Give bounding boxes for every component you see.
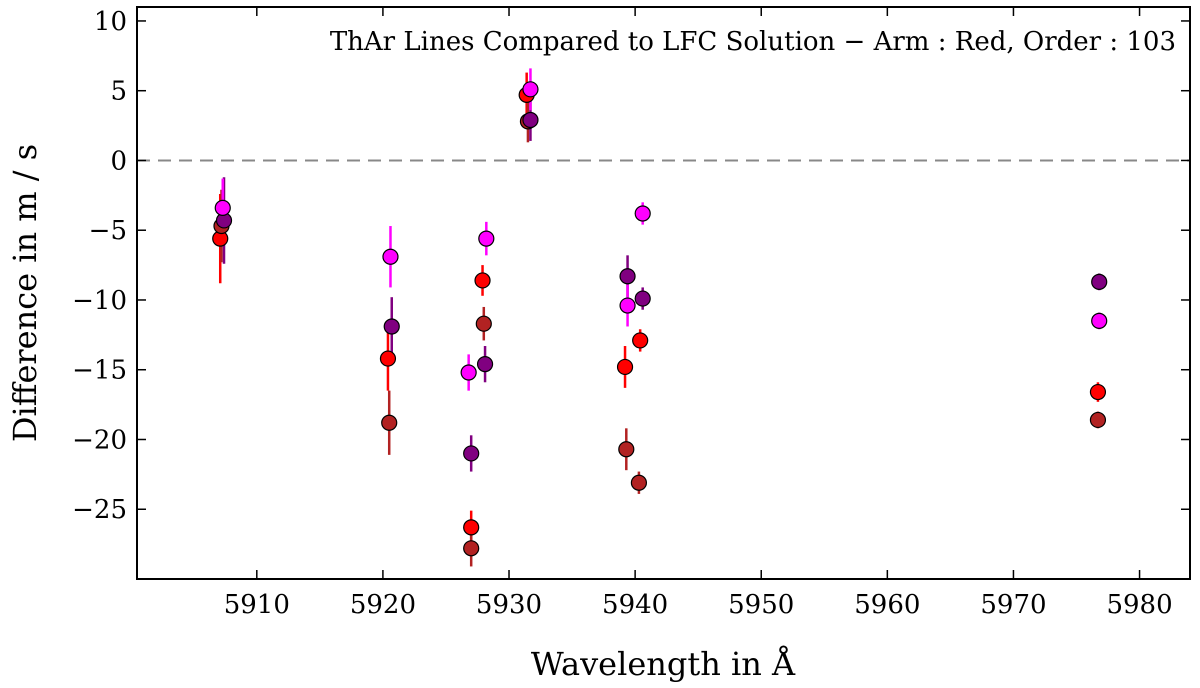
plot-background <box>137 7 1190 579</box>
data-point-brown <box>475 315 492 332</box>
data-point-magenta <box>619 297 636 314</box>
data-point-purple <box>619 268 636 285</box>
data-point-magenta <box>1091 312 1108 330</box>
data-point-purple <box>1091 273 1108 290</box>
data-point-magenta <box>634 205 651 222</box>
x-tick-label: 5950 <box>728 590 794 620</box>
data-point-red <box>474 272 491 289</box>
y-axis-title: Difference in m / s <box>6 144 44 442</box>
data-point-brown <box>463 540 480 557</box>
x-axis-title: Wavelength in Å <box>531 645 796 683</box>
data-point-magenta <box>522 81 539 98</box>
data-point-red <box>632 332 649 349</box>
x-tick-label: 5970 <box>980 590 1046 620</box>
y-tick-label: −20 <box>72 425 127 455</box>
data-point-brown <box>381 414 398 431</box>
data-point-purple <box>383 318 400 335</box>
x-tick-label: 5980 <box>1106 590 1172 620</box>
y-tick-label: −10 <box>72 286 127 316</box>
y-tick-label: −25 <box>72 495 127 525</box>
chart-title: ThAr Lines Compared to LFC Solution − Ar… <box>330 27 1176 57</box>
x-tick-label: 5910 <box>224 590 290 620</box>
data-point-brown <box>618 441 635 458</box>
point-layer <box>212 81 1108 557</box>
y-tick-label: 5 <box>110 77 127 107</box>
data-point-brown <box>1089 411 1107 429</box>
data-point-brown <box>630 474 648 491</box>
y-tick-label: −5 <box>89 216 127 246</box>
x-tick-label: 5960 <box>854 590 920 620</box>
y-tick-label: 0 <box>110 146 127 176</box>
data-point-purple <box>634 290 651 307</box>
x-tick-label: 5920 <box>350 590 416 620</box>
data-point-purple <box>522 111 539 129</box>
plot-frame <box>136 6 1191 580</box>
data-point-purple <box>463 445 480 462</box>
data-point-red <box>379 350 397 367</box>
data-point-magenta <box>460 364 477 381</box>
data-point-magenta <box>382 248 399 265</box>
data-point-purple <box>476 356 494 373</box>
data-point-red <box>616 358 634 376</box>
data-point-red <box>463 519 480 536</box>
y-tick-label: 10 <box>94 7 127 37</box>
y-tick-label: −15 <box>72 356 127 386</box>
data-point-red <box>1089 383 1107 401</box>
data-point-magenta <box>214 199 231 216</box>
x-tick-label: 5930 <box>476 590 542 620</box>
tick-layer: 5910 5920 5930 5940 5950 5960 5970 5980 10 5 0 −5 −1… <box>72 7 1190 620</box>
x-tick-label: 5940 <box>602 590 668 620</box>
data-point-magenta <box>478 230 495 247</box>
